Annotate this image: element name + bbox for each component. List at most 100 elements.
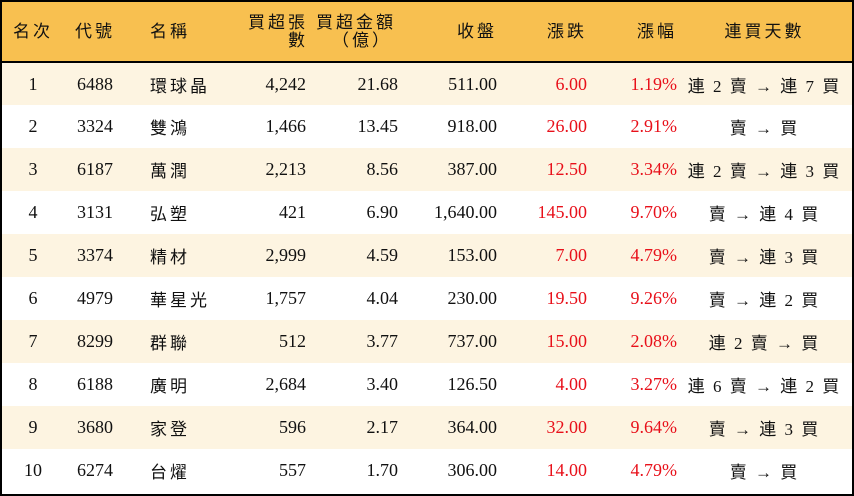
cell-change: 19.50 (546, 288, 588, 308)
cell-change: 32.00 (546, 417, 588, 437)
cell-net-buy-amount: 4.59 (366, 245, 399, 265)
cell-net-buy-amount: 2.17 (366, 417, 399, 437)
cell-rank: 2 (28, 116, 38, 136)
cell-close: 126.50 (447, 374, 498, 394)
cell-close: 737.00 (447, 331, 498, 351)
cell-change-pct: 9.26% (630, 288, 678, 308)
cell-close: 306.00 (447, 460, 498, 480)
cell-net-buy-lots: 2,684 (265, 374, 307, 394)
cell-code: 6188 (77, 374, 113, 394)
cell-name: 廣明 (150, 377, 190, 396)
cell-streak: 連 2 賣 → 買 (708, 334, 821, 353)
cell-close: 918.00 (447, 116, 498, 136)
cell-name: 精材 (150, 248, 190, 267)
cell-code: 3680 (77, 417, 113, 437)
cell-net-buy-amount: 4.04 (366, 288, 399, 308)
cell-net-buy-lots: 1,757 (265, 288, 307, 308)
header-net-buy-lots-label: 買超張數 (248, 12, 308, 50)
cell-net-buy-lots: 4,242 (265, 73, 307, 94)
cell-net-buy-lots: 557 (279, 460, 306, 480)
cell-name: 弘塑 (150, 205, 190, 224)
cell-change-pct: 3.34% (630, 159, 678, 179)
cell-net-buy-lots: 512 (279, 331, 306, 351)
header-name[interactable]: 名稱 (126, 2, 236, 63)
header-net-buy-lots[interactable]: 買超張數 (236, 2, 308, 63)
table-header-row: 名次 代號 名稱 買超張數 買超金額 （億） 收盤 漲跌 漲幅 連買天數 (2, 2, 852, 63)
header-net-buy-amount[interactable]: 買超金額 （億） (306, 2, 398, 63)
header-close[interactable]: 收盤 (398, 2, 497, 63)
header-change-pct[interactable]: 漲幅 (587, 2, 677, 63)
cell-net-buy-amount: 13.45 (357, 116, 399, 136)
header-net-buy-amount-line2: （億） (332, 30, 392, 50)
table-row[interactable]: 1 6488 環球晶 4,242 21.68 511.00 6.00 1.19%… (2, 62, 852, 105)
table-row[interactable]: 9 3680 家登 596 2.17 364.00 32.00 9.64% 賣 … (2, 406, 852, 449)
cell-net-buy-amount: 21.68 (357, 73, 399, 94)
cell-rank: 6 (28, 288, 38, 308)
cell-change: 6.00 (555, 73, 588, 94)
cell-name: 雙鴻 (150, 119, 190, 138)
cell-close: 1,640.00 (434, 202, 497, 222)
cell-rank: 10 (24, 460, 42, 480)
cell-name: 萬潤 (150, 162, 190, 181)
header-change[interactable]: 漲跌 (497, 2, 587, 63)
cell-close: 153.00 (447, 245, 498, 265)
cell-net-buy-amount: 3.77 (366, 331, 399, 351)
cell-rank: 4 (28, 202, 38, 222)
cell-rank: 7 (28, 331, 38, 351)
cell-rank: 3 (28, 159, 38, 179)
cell-code: 6488 (77, 73, 113, 94)
cell-change: 15.00 (546, 331, 588, 351)
cell-close: 387.00 (447, 159, 498, 179)
cell-streak: 賣 → 連 3 買 (708, 248, 821, 267)
cell-net-buy-amount: 3.40 (366, 374, 399, 394)
cell-rank: 9 (28, 417, 38, 437)
cell-streak: 連 2 賣 → 連 3 買 (687, 162, 842, 181)
cell-streak: 賣 → 買 (729, 119, 800, 138)
cell-streak: 賣 → 連 3 買 (708, 420, 821, 439)
cell-rank: 1 (28, 73, 38, 94)
header-rank[interactable]: 名次 (2, 2, 64, 63)
cell-change: 12.50 (546, 159, 588, 179)
cell-code: 6274 (77, 460, 113, 480)
cell-streak: 連 6 賣 → 連 2 買 (687, 377, 842, 396)
cell-net-buy-lots: 421 (279, 202, 306, 222)
cell-net-buy-amount: 8.56 (366, 159, 399, 179)
table-row[interactable]: 2 3324 雙鴻 1,466 13.45 918.00 26.00 2.91%… (2, 105, 852, 148)
cell-streak: 連 2 賣 → 連 7 買 (687, 76, 842, 96)
cell-change-pct: 9.70% (630, 202, 678, 222)
cell-change-pct: 2.91% (630, 116, 678, 136)
cell-code: 4979 (77, 288, 113, 308)
cell-change: 4.00 (555, 374, 588, 394)
table-row[interactable]: 3 6187 萬潤 2,213 8.56 387.00 12.50 3.34% … (2, 148, 852, 191)
cell-code: 3374 (77, 245, 113, 265)
cell-change-pct: 9.64% (630, 417, 678, 437)
table-row[interactable]: 7 8299 群聯 512 3.77 737.00 15.00 2.08% 連 … (2, 320, 852, 363)
header-streak[interactable]: 連買天數 (677, 2, 852, 63)
cell-change: 145.00 (537, 202, 588, 222)
cell-name: 家登 (150, 420, 190, 439)
cell-net-buy-lots: 596 (279, 417, 306, 437)
cell-close: 364.00 (447, 417, 498, 437)
table-row[interactable]: 6 4979 華星光 1,757 4.04 230.00 19.50 9.26%… (2, 277, 852, 320)
cell-net-buy-amount: 1.70 (366, 460, 399, 480)
cell-change: 7.00 (555, 245, 588, 265)
cell-name: 華星光 (150, 291, 210, 310)
table-row[interactable]: 5 3374 精材 2,999 4.59 153.00 7.00 4.79% 賣… (2, 234, 852, 277)
cell-change: 14.00 (546, 460, 588, 480)
cell-net-buy-lots: 2,213 (265, 159, 307, 179)
cell-streak: 賣 → 連 2 買 (708, 291, 821, 310)
table-row[interactable]: 4 3131 弘塑 421 6.90 1,640.00 145.00 9.70%… (2, 191, 852, 234)
cell-net-buy-lots: 1,466 (265, 116, 307, 136)
table-row[interactable]: 8 6188 廣明 2,684 3.40 126.50 4.00 3.27% 連… (2, 363, 852, 406)
cell-close: 230.00 (447, 288, 498, 308)
table-row[interactable]: 10 6274 台燿 557 1.70 306.00 14.00 4.79% 賣… (2, 449, 852, 492)
cell-rank: 8 (28, 374, 38, 394)
header-code[interactable]: 代號 (64, 2, 126, 63)
cell-net-buy-amount: 6.90 (366, 202, 399, 222)
cell-rank: 5 (28, 245, 38, 265)
cell-net-buy-lots: 2,999 (265, 245, 307, 265)
cell-change-pct: 4.79% (630, 245, 678, 265)
cell-streak: 賣 → 連 4 買 (708, 205, 821, 224)
